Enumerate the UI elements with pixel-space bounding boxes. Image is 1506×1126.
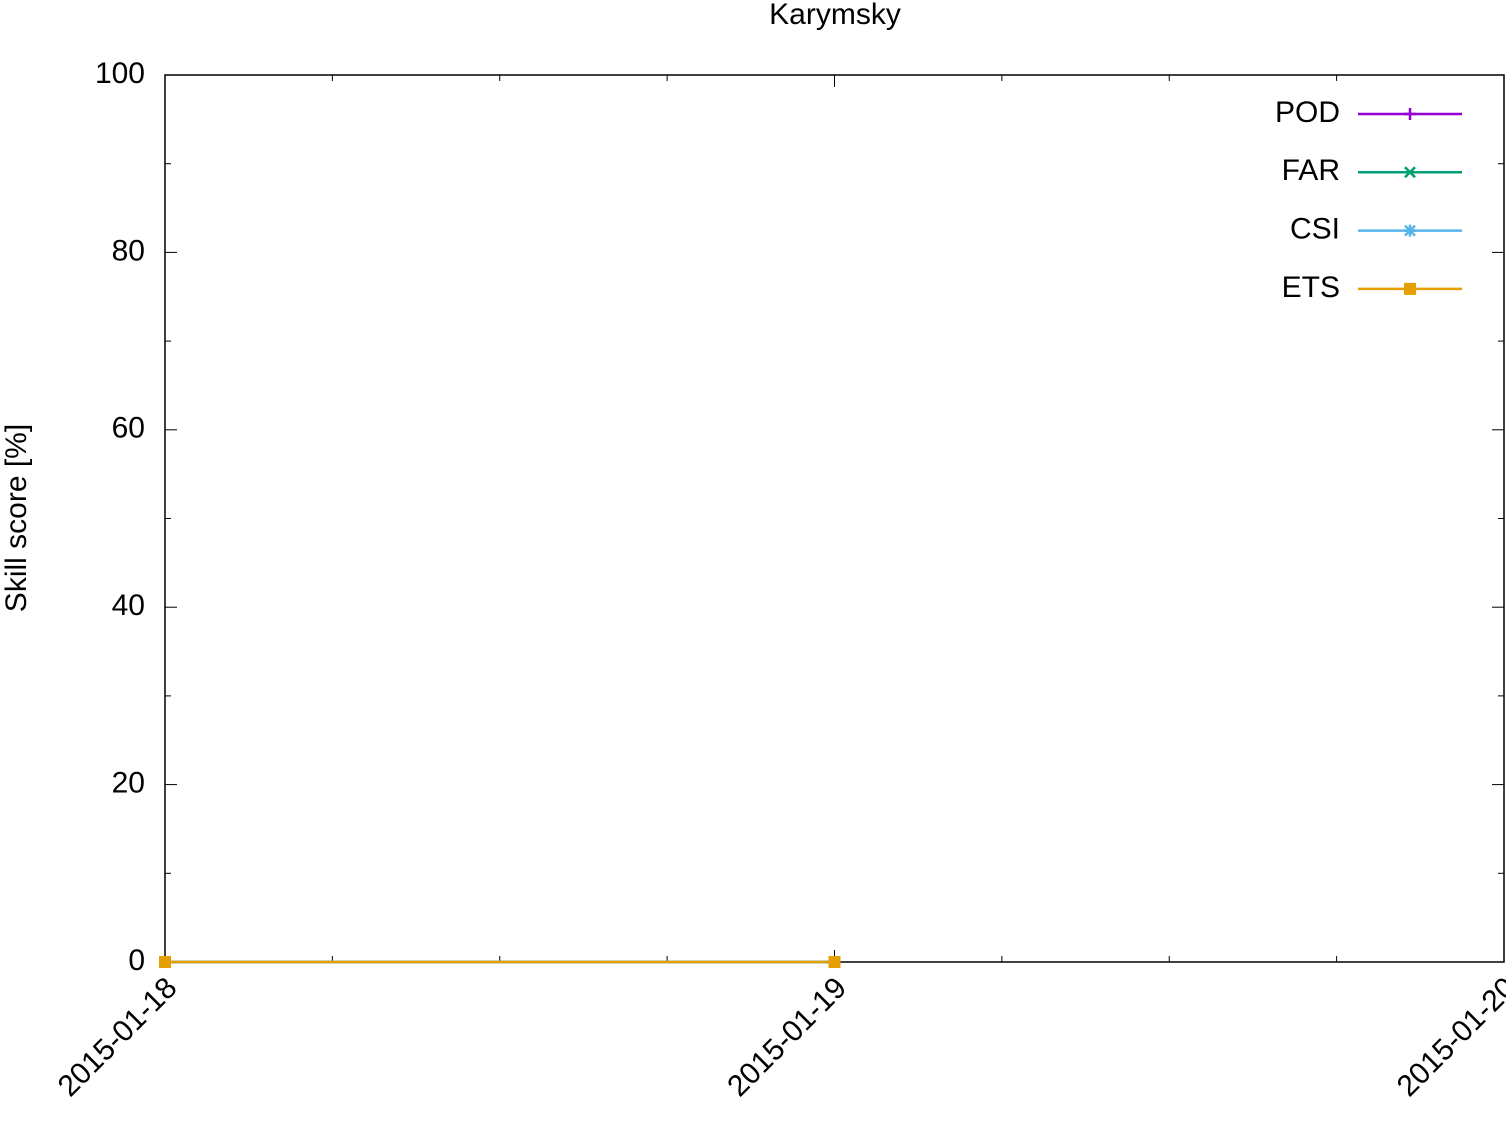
chart-title: Karymsky — [769, 0, 901, 31]
legend-label: ETS — [1282, 271, 1340, 304]
x-tick-label: 2015-01-18 — [52, 971, 184, 1103]
marker — [1404, 224, 1416, 237]
y-tick-label: 100 — [95, 57, 145, 90]
x-tick-label: 2015-01-20 — [1391, 971, 1506, 1103]
y-tick-label: 40 — [112, 589, 145, 622]
x-tick-label: 2015-01-19 — [721, 971, 853, 1103]
legend-label: POD — [1275, 96, 1340, 129]
y-tick-label: 60 — [112, 412, 145, 445]
y-tick-label: 80 — [112, 234, 145, 267]
legend-label: CSI — [1290, 213, 1340, 246]
marker — [828, 956, 841, 968]
legend-label: FAR — [1282, 154, 1340, 187]
marker — [1404, 166, 1416, 179]
plot-frame — [164, 74, 1505, 963]
marker — [1404, 108, 1416, 120]
y-axis-label: Skill score [%] — [0, 424, 33, 612]
marker — [159, 956, 171, 968]
marker — [1404, 282, 1416, 295]
y-tick-label: 0 — [128, 944, 145, 977]
y-tick-label: 20 — [112, 767, 145, 800]
